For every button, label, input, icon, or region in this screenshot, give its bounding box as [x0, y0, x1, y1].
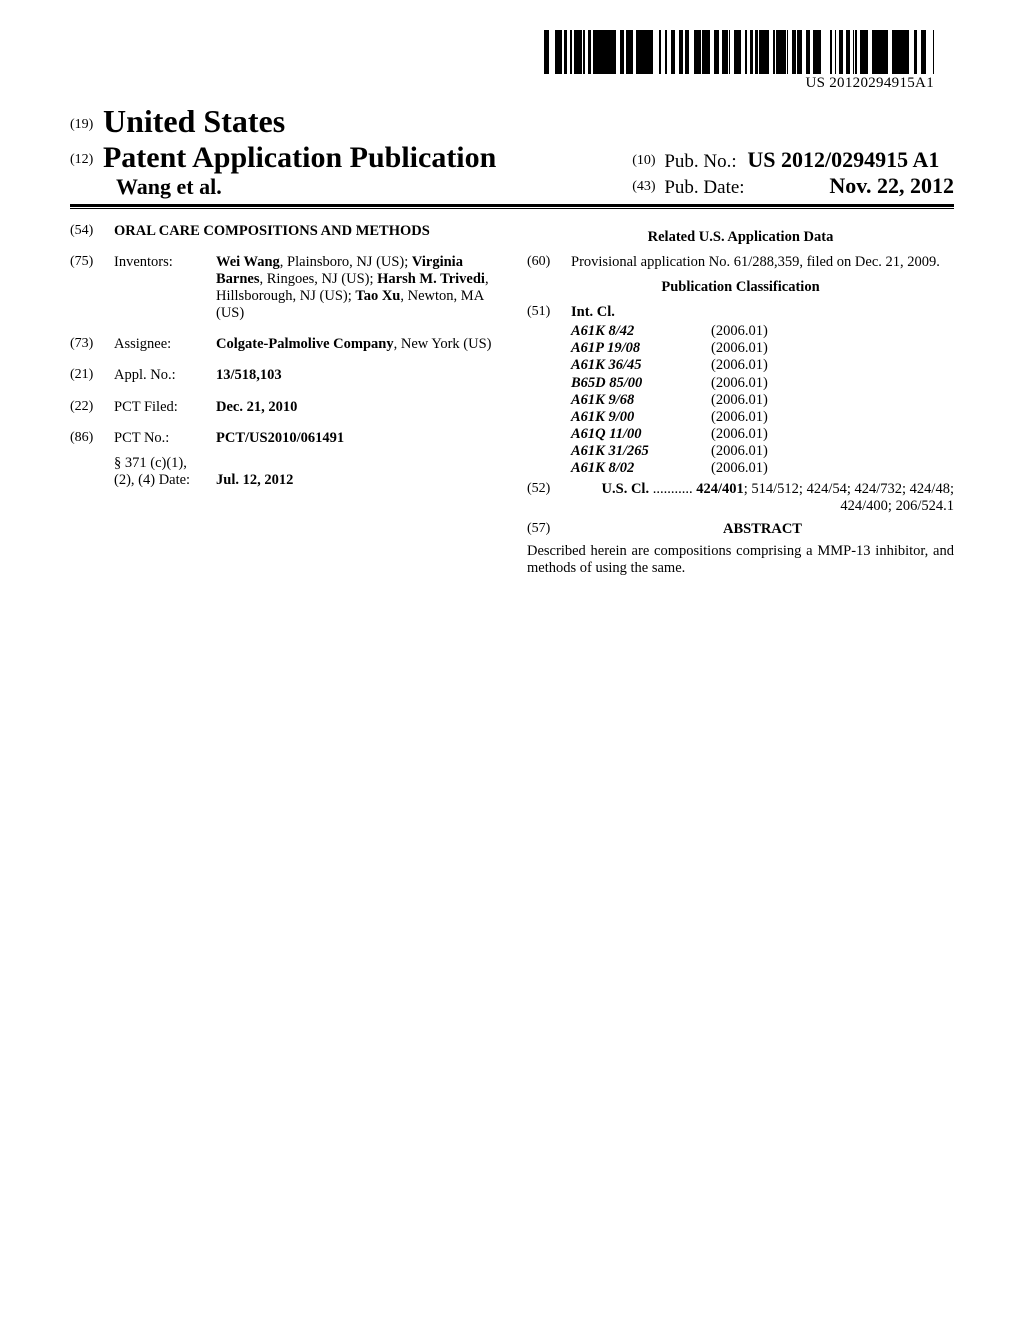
applno-row: (21) Appl. No.: 13/518,103	[70, 367, 497, 384]
pctno-row: (86) PCT No.: PCT/US2010/061491	[70, 430, 497, 447]
hdr12-prefix: (12)	[70, 152, 93, 167]
uscl-label: U.S. Cl.	[602, 481, 650, 497]
rule-thin	[70, 208, 954, 209]
pubno-prefix: (10)	[632, 153, 655, 168]
hdr-authors: Wang et al.	[116, 174, 496, 200]
pctf-num: (22)	[70, 399, 114, 416]
uscl-dots: ...........	[649, 481, 696, 497]
inv-label: Inventors:	[114, 254, 216, 322]
inventors-row: (75) Inventors: Wei Wang, Plainsboro, NJ…	[70, 254, 497, 322]
assn-num: (73)	[70, 336, 114, 353]
ipc-table: A61K 8/42(2006.01)A61P 19/08(2006.01)A61…	[571, 323, 954, 477]
pctn-label: PCT No.:	[114, 430, 216, 447]
s371-blank	[70, 455, 114, 489]
ipc-code: A61P 19/08	[571, 340, 711, 357]
assignee-row: (73) Assignee: Colgate-Palmolive Company…	[70, 336, 497, 353]
ipc-version: (2006.01)	[711, 357, 768, 374]
ipc-row: A61P 19/08(2006.01)	[571, 340, 954, 357]
appl-num: (21)	[70, 367, 114, 384]
s371-row: § 371 (c)(1), (2), (4) Date: Jul. 12, 20…	[70, 455, 497, 489]
pctf-label: PCT Filed:	[114, 399, 216, 416]
uscl-bold: 424/401	[696, 481, 744, 497]
uscl-val: U.S. Cl. ........... 424/401; 514/512; 4…	[571, 481, 954, 515]
appl-label: Appl. No.:	[114, 367, 216, 384]
hdr-pub-title: Patent Application Publication	[103, 141, 496, 174]
ipc-code: A61K 9/00	[571, 409, 711, 426]
ipc-version: (2006.01)	[711, 375, 768, 392]
inventors: Wei Wang, Plainsboro, NJ (US); Virginia …	[216, 254, 497, 322]
ipc-row: A61K 9/00(2006.01)	[571, 409, 954, 426]
barcode-svg	[544, 30, 934, 74]
ipc-code: A61K 8/02	[571, 460, 711, 477]
ipc-version: (2006.01)	[711, 443, 768, 460]
ipc-code: A61K 31/265	[571, 443, 711, 460]
ipc-row: A61K 36/45(2006.01)	[571, 357, 954, 374]
ipc-code: B65D 85/00	[571, 375, 711, 392]
provisional-row: (60) Provisional application No. 61/288,…	[527, 254, 954, 271]
ipc-row: A61K 9/68(2006.01)	[571, 392, 954, 409]
pctn-num: (86)	[70, 430, 114, 447]
right-col: Related U.S. Application Data (60) Provi…	[527, 223, 954, 577]
uscl-row: (52) U.S. Cl. ........... 424/401; 514/5…	[527, 481, 954, 515]
ipc-row: A61K 8/02(2006.01)	[571, 460, 954, 477]
related-head: Related U.S. Application Data	[527, 229, 954, 246]
s371-label: § 371 (c)(1), (2), (4) Date:	[114, 455, 216, 489]
title-num: (54)	[70, 223, 114, 240]
header-block: (19) United States (12) Patent Applicati…	[70, 103, 954, 200]
ipc-version: (2006.01)	[711, 323, 768, 340]
intcl-num: (51)	[527, 304, 571, 321]
uscl-rest: ; 514/512; 424/54; 424/732; 424/48; 424/…	[744, 481, 954, 514]
left-col: (54) ORAL CARE COMPOSITIONS AND METHODS …	[70, 223, 497, 577]
columns: (54) ORAL CARE COMPOSITIONS AND METHODS …	[70, 223, 954, 577]
pubdate-prefix: (43)	[632, 179, 655, 194]
abs-num: (57)	[527, 521, 571, 538]
ipc-version: (2006.01)	[711, 409, 768, 426]
pub-meta: (10) Pub. No.: US 2012/0294915 A1 (43) P…	[632, 147, 954, 200]
pubdate-value: Nov. 22, 2012	[829, 173, 954, 198]
prov-num: (60)	[527, 254, 571, 271]
abs-head: ABSTRACT	[571, 521, 954, 538]
intcl-label: Int. Cl.	[571, 304, 954, 321]
abstract-head-row: (57) ABSTRACT	[527, 521, 954, 538]
ipc-row: A61Q 11/00(2006.01)	[571, 426, 954, 443]
ipc-code: A61K 9/68	[571, 392, 711, 409]
abstract-body: Described herein are compositions compri…	[527, 543, 954, 577]
pctfiled-row: (22) PCT Filed: Dec. 21, 2010	[70, 399, 497, 416]
rule-thick	[70, 204, 954, 207]
title-row: (54) ORAL CARE COMPOSITIONS AND METHODS	[70, 223, 497, 240]
hdr19-prefix: (19)	[70, 117, 93, 132]
uscl-num: (52)	[527, 481, 571, 515]
ipc-version: (2006.01)	[711, 340, 768, 357]
barcode-text: US 20120294915A1	[544, 75, 934, 93]
ipc-row: A61K 31/265(2006.01)	[571, 443, 954, 460]
pubclass-head: Publication Classification	[527, 279, 954, 296]
ipc-version: (2006.01)	[711, 426, 768, 443]
intcl-row: (51) Int. Cl.	[527, 304, 954, 321]
ipc-version: (2006.01)	[711, 460, 768, 477]
pubno-label: Pub. No.:	[664, 151, 736, 172]
prov-text: Provisional application No. 61/288,359, …	[571, 254, 954, 271]
pctn-val: PCT/US2010/061491	[216, 430, 497, 447]
barcode-area: US 20120294915A1	[70, 30, 954, 93]
hdr-country: United States	[103, 103, 285, 139]
ipc-version: (2006.01)	[711, 392, 768, 409]
pubdate-label: Pub. Date:	[664, 177, 744, 198]
ipc-code: A61K 8/42	[571, 323, 711, 340]
ipc-code: A61Q 11/00	[571, 426, 711, 443]
ipc-code: A61K 36/45	[571, 357, 711, 374]
assn-label: Assignee:	[114, 336, 216, 353]
s371-val: Jul. 12, 2012	[216, 472, 497, 489]
pubno-value: US 2012/0294915 A1	[747, 147, 939, 172]
pctf-val: Dec. 21, 2010	[216, 399, 497, 416]
assignee: Colgate-Palmolive Company, New York (US)	[216, 336, 497, 353]
inv-num: (75)	[70, 254, 114, 322]
ipc-row: A61K 8/42(2006.01)	[571, 323, 954, 340]
barcode: US 20120294915A1	[544, 30, 934, 93]
ipc-row: B65D 85/00(2006.01)	[571, 375, 954, 392]
appl-val: 13/518,103	[216, 367, 497, 384]
invention-title: ORAL CARE COMPOSITIONS AND METHODS	[114, 223, 497, 240]
